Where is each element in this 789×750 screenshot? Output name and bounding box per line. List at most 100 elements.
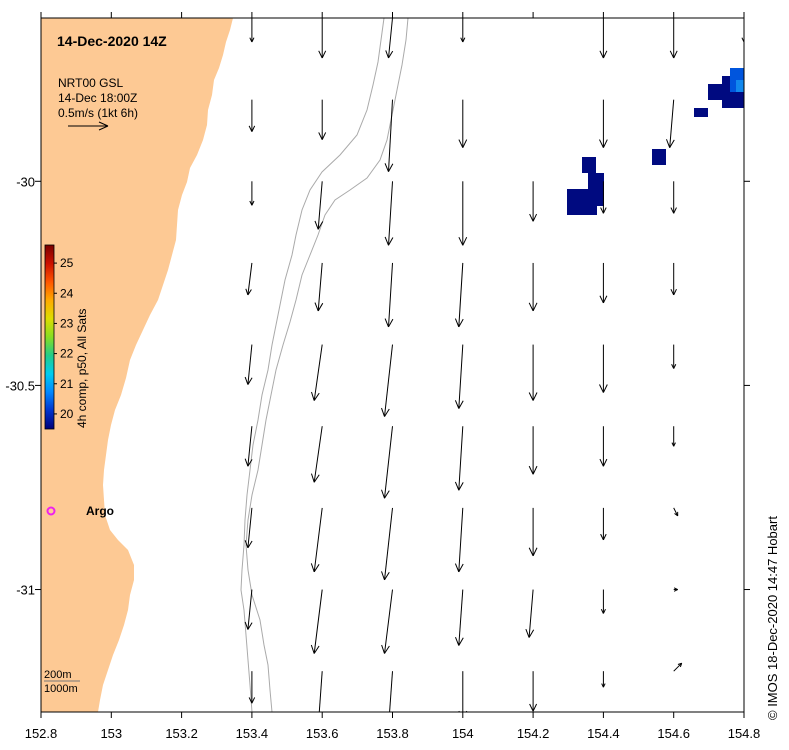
current-arrow: [600, 507, 607, 541]
current-arrow: [381, 426, 393, 499]
colorbar: 20 21 22 23 24 25 4h comp, p50, All Sats: [44, 244, 89, 430]
current-arrow: [670, 181, 677, 214]
current-arrow: [666, 99, 675, 148]
sst-pixel: [694, 108, 708, 117]
current-arrow: [600, 589, 606, 614]
current-arrow: [525, 589, 535, 638]
colorbar-tick-label: 24: [60, 286, 74, 300]
current-arrow: [528, 344, 538, 401]
current-arrow: [529, 671, 538, 712]
current-arrow: [384, 262, 394, 328]
vector-scale-arrow: [68, 121, 109, 131]
current-arrow: [673, 587, 678, 592]
current-arrow: [528, 426, 538, 475]
colorbar-tick-label: 20: [60, 407, 74, 421]
current-arrow: [381, 507, 393, 581]
current-arrow: [384, 99, 394, 172]
argo-marker[interactable]: [46, 506, 56, 516]
y-tick-label: -30.5: [5, 378, 35, 393]
current-arrow: [244, 589, 253, 630]
current-arrow: [389, 671, 393, 712]
x-tick-label: 154.2: [517, 726, 550, 741]
current-arrow: [458, 99, 468, 148]
credit-text: © IMOS 18-Dec-2020 14:47 Hobart: [765, 516, 780, 720]
current-arrow: [318, 99, 327, 140]
current-arrow: [599, 344, 608, 393]
current-arrow: [454, 426, 464, 491]
current-arrow: [381, 589, 393, 654]
x-tick-label: 152.8: [25, 726, 58, 741]
y-tick-label: -30: [16, 174, 35, 189]
sst-pixel: [588, 173, 604, 189]
current-arrows: [244, 18, 744, 712]
current-arrow: [599, 262, 608, 304]
current-arrow: [244, 426, 253, 467]
current-arrow: [310, 344, 323, 401]
depth-legend-200m: 200m: [44, 669, 72, 681]
y-tick-label: -31: [16, 583, 35, 598]
current-arrow: [310, 589, 323, 654]
current-arrow: [528, 262, 538, 312]
current-arrow: [318, 18, 327, 59]
isobath-200m: [240, 18, 385, 712]
current-arrow: [528, 507, 538, 557]
colorbar-gradient: [44, 244, 55, 430]
current-arrow: [248, 99, 256, 132]
current-arrow: [244, 344, 253, 385]
colorbar-title: 4h comp, p50, All Sats: [75, 309, 89, 428]
current-arrow: [310, 426, 323, 483]
colorbar-tick-label: 23: [60, 316, 74, 330]
current-arrow: [245, 262, 253, 296]
sst-pixel: [567, 189, 604, 206]
colorbar-tick-label: 22: [60, 347, 74, 361]
x-tick-label: 154.4: [587, 726, 620, 741]
current-arrow: [454, 344, 464, 409]
product-time: 14-Dec 18:00Z: [58, 91, 137, 105]
current-arrow: [318, 671, 323, 712]
sst-pixel: [582, 157, 596, 173]
current-arrow: [671, 344, 677, 369]
colorbar-tick-label: 21: [60, 377, 74, 391]
current-arrow: [601, 671, 606, 688]
x-tick-label: 153: [100, 726, 122, 741]
current-arrow: [669, 18, 678, 59]
sst-pixels: [567, 68, 744, 215]
x-tick-label: 154: [452, 726, 474, 741]
sst-pixel: [736, 80, 744, 92]
x-tick-label: 154.8: [728, 726, 761, 741]
current-arrow: [384, 181, 394, 246]
x-axis: 152.8 153 153.2 153.4 153.6 153.8 154 154.2 154.…: [25, 12, 761, 741]
product-name: NRT00 GSL: [58, 76, 123, 90]
x-tick-label: 153.2: [165, 726, 198, 741]
current-arrow: [249, 18, 255, 43]
y-axis: -30 -30.5 -31: [5, 174, 750, 598]
x-tick-label: 153.4: [236, 726, 269, 741]
current-arrow: [458, 671, 468, 712]
argo-label: Argo: [86, 504, 114, 518]
current-arrow: [454, 507, 464, 573]
x-tick-label: 153.8: [376, 726, 409, 741]
current-arrow: [673, 662, 683, 672]
depth-legend-1000m: 1000m: [44, 683, 78, 695]
current-arrow: [249, 181, 255, 206]
current-arrow: [529, 181, 538, 222]
current-arrow: [454, 262, 464, 328]
current-arrow: [460, 18, 466, 43]
current-arrow: [600, 181, 607, 214]
current-arrow: [385, 18, 394, 59]
current-arrow: [314, 181, 324, 230]
current-arrow: [670, 262, 677, 296]
sst-pixel: [567, 206, 597, 215]
current-arrow: [673, 507, 679, 517]
current-arrow: [671, 426, 676, 447]
current-arrow: [310, 507, 323, 573]
sst-pixel: [652, 149, 666, 165]
current-arrow: [314, 262, 324, 312]
x-tick-label: 153.6: [306, 726, 339, 741]
current-arrow: [599, 18, 608, 59]
map-title: 14-Dec-2020 14Z: [57, 33, 167, 49]
current-arrow: [244, 507, 253, 549]
current-arrow: [381, 344, 393, 417]
land-mass: [41, 18, 233, 712]
